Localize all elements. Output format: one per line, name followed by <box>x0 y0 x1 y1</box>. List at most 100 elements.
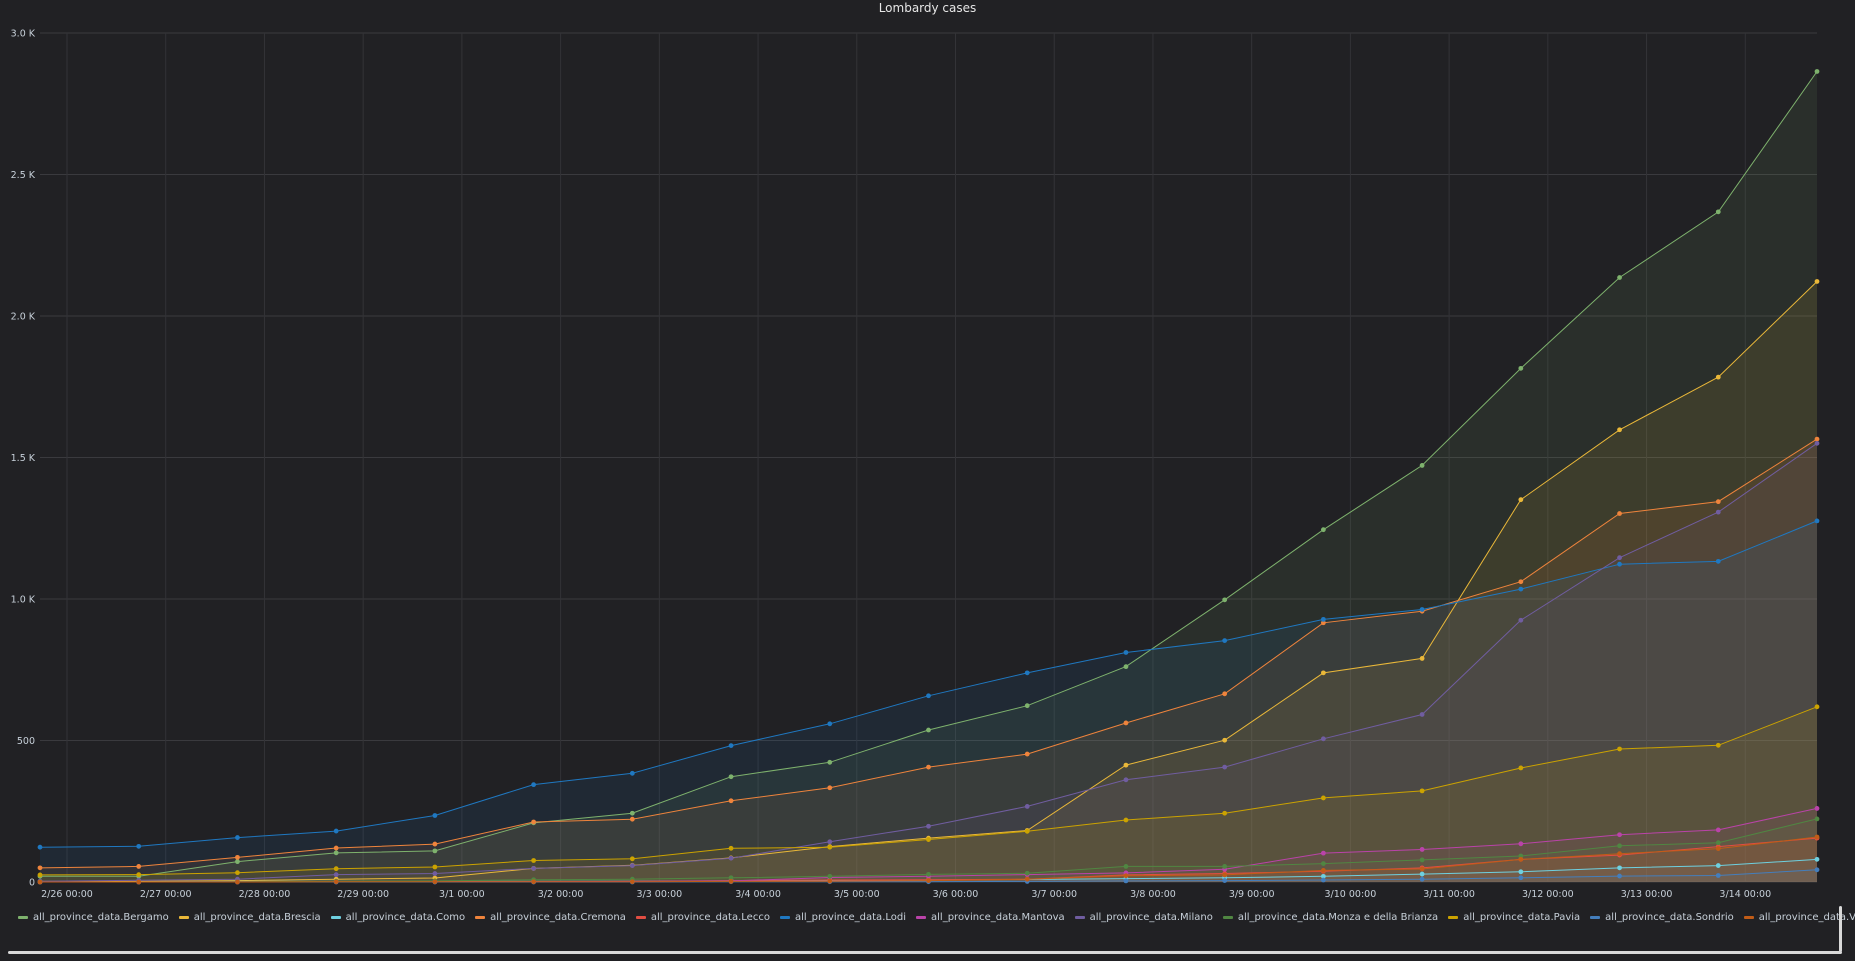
data-point[interactable] <box>728 743 734 748</box>
data-point[interactable] <box>728 879 734 884</box>
data-point[interactable] <box>1715 558 1721 564</box>
data-point[interactable] <box>1320 670 1326 676</box>
data-point[interactable] <box>1419 463 1425 468</box>
data-point[interactable] <box>1419 788 1425 794</box>
data-point[interactable] <box>1715 873 1721 878</box>
data-point[interactable] <box>333 872 339 878</box>
data-point[interactable] <box>1123 873 1129 879</box>
data-point[interactable] <box>827 878 833 884</box>
data-point[interactable] <box>333 879 339 885</box>
data-point[interactable] <box>1320 736 1326 742</box>
legend-item[interactable]: all_province_data.Brescia <box>178 912 321 923</box>
data-point[interactable] <box>728 845 734 851</box>
data-point[interactable] <box>1617 275 1622 280</box>
data-point[interactable] <box>728 855 734 861</box>
data-point[interactable] <box>926 764 931 770</box>
data-point[interactable] <box>1419 871 1425 877</box>
data-point[interactable] <box>827 844 833 850</box>
legend-item[interactable]: all_province_data.Pavia <box>1448 912 1580 923</box>
data-point[interactable] <box>1518 586 1524 592</box>
data-point[interactable] <box>1617 561 1622 567</box>
data-point[interactable] <box>1419 656 1425 661</box>
data-point[interactable] <box>1814 806 1820 811</box>
data-point[interactable] <box>1518 875 1524 881</box>
data-point[interactable] <box>1123 762 1129 768</box>
data-point[interactable] <box>1024 804 1030 809</box>
data-point[interactable] <box>1814 69 1820 74</box>
data-point[interactable] <box>827 839 833 845</box>
data-point[interactable] <box>136 879 142 885</box>
data-point[interactable] <box>1222 597 1228 603</box>
data-point[interactable] <box>1123 878 1129 884</box>
data-point[interactable] <box>629 856 635 862</box>
legend-item[interactable]: all_province_data.Mantova <box>916 912 1065 923</box>
data-point[interactable] <box>1518 869 1524 875</box>
data-point[interactable] <box>1222 810 1228 816</box>
data-point[interactable] <box>1123 864 1129 869</box>
data-point[interactable] <box>728 875 734 881</box>
data-point[interactable] <box>1518 856 1524 862</box>
data-point[interactable] <box>1814 834 1820 840</box>
data-point[interactable] <box>926 837 931 842</box>
data-point[interactable] <box>531 782 537 788</box>
horizontal-scrollbar[interactable] <box>8 951 1842 954</box>
data-point[interactable] <box>333 828 339 834</box>
data-point[interactable] <box>926 693 931 699</box>
data-point[interactable] <box>1024 870 1030 876</box>
data-point[interactable] <box>1617 511 1622 516</box>
data-point[interactable] <box>1715 374 1721 380</box>
data-point[interactable] <box>1024 876 1030 882</box>
data-point[interactable] <box>1024 703 1030 709</box>
data-point[interactable] <box>432 813 438 818</box>
data-point[interactable] <box>1617 865 1622 871</box>
data-point[interactable] <box>531 879 537 885</box>
data-point[interactable] <box>1419 607 1425 612</box>
data-point[interactable] <box>1222 691 1228 697</box>
data-point[interactable] <box>728 798 734 804</box>
data-point[interactable] <box>136 864 142 869</box>
data-point[interactable] <box>1617 873 1622 879</box>
data-point[interactable] <box>1419 876 1425 882</box>
data-point[interactable] <box>1518 365 1524 371</box>
data-point[interactable] <box>1123 777 1129 783</box>
legend-item[interactable]: all_province_data.Milano <box>1074 912 1213 923</box>
data-point[interactable] <box>1617 843 1622 849</box>
legend-item[interactable]: all_province_data.Bergamo <box>18 912 169 923</box>
data-point[interactable] <box>1617 832 1622 838</box>
data-point[interactable] <box>432 848 438 854</box>
data-point[interactable] <box>1518 497 1524 503</box>
data-point[interactable] <box>629 863 635 868</box>
data-point[interactable] <box>1715 509 1721 515</box>
data-point[interactable] <box>432 841 438 847</box>
data-point[interactable] <box>1320 795 1326 801</box>
data-point[interactable] <box>235 854 240 860</box>
data-point[interactable] <box>1617 555 1622 561</box>
data-point[interactable] <box>235 870 240 876</box>
data-point[interactable] <box>1814 867 1820 873</box>
data-point[interactable] <box>1320 527 1326 533</box>
data-point[interactable] <box>235 859 240 865</box>
data-point[interactable] <box>1222 737 1228 743</box>
data-point[interactable] <box>1715 209 1721 215</box>
data-point[interactable] <box>136 843 142 849</box>
legend-item[interactable]: all_province_data.Como <box>330 912 465 923</box>
data-point[interactable] <box>432 871 438 876</box>
data-point[interactable] <box>1419 866 1425 872</box>
data-point[interactable] <box>926 871 931 877</box>
data-point[interactable] <box>1518 765 1524 771</box>
data-point[interactable] <box>432 879 438 885</box>
data-point[interactable] <box>235 835 240 840</box>
data-point[interactable] <box>333 850 339 856</box>
data-point[interactable] <box>1222 764 1228 770</box>
data-point[interactable] <box>1123 720 1129 726</box>
data-point[interactable] <box>531 858 537 863</box>
data-point[interactable] <box>1617 851 1622 857</box>
legend-item[interactable]: all_province_data.Lodi <box>779 912 906 923</box>
data-point[interactable] <box>1123 817 1129 823</box>
data-point[interactable] <box>1320 616 1326 622</box>
data-point[interactable] <box>1814 279 1820 284</box>
data-point[interactable] <box>1024 751 1030 757</box>
data-point[interactable] <box>827 759 833 765</box>
data-point[interactable] <box>629 770 635 776</box>
